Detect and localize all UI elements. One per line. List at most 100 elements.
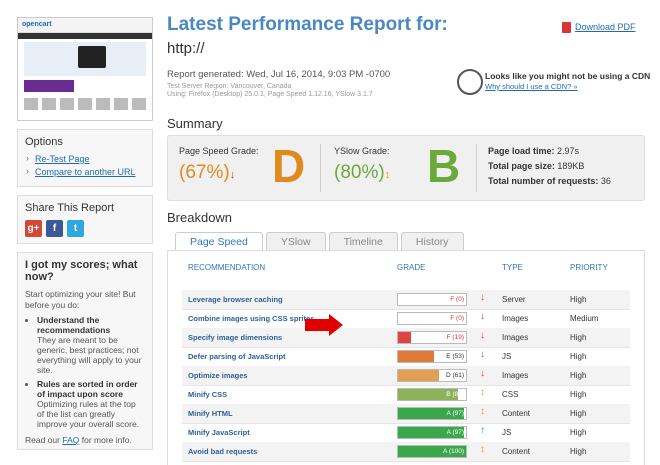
retest-link[interactable]: Re-Test Page: [25, 153, 145, 164]
recommendation-type: CSS: [502, 390, 519, 399]
options-title: Options: [25, 136, 63, 148]
pagespeed-label: Page Speed Grade:: [179, 146, 259, 156]
trend-down-icon: ↓: [480, 311, 485, 322]
trend-down-icon: ↓: [480, 330, 485, 341]
recommendation-type: JS: [502, 352, 512, 361]
grade-bar-fill: [398, 332, 411, 343]
summary-heading: Summary: [167, 116, 223, 131]
grade-bar: E (53): [397, 350, 467, 363]
bullet1-title: Understand the recommendations: [37, 315, 111, 335]
grade-bar-fill: [398, 408, 464, 419]
grade-bar: B (88): [397, 388, 467, 401]
cdn-title: Looks like you might not be using a CDN: [485, 71, 651, 81]
table-row[interactable]: Leverage browser caching F (0) ↓ Server High: [182, 290, 630, 310]
trend-down-icon: ↓: [480, 368, 485, 379]
options-box: Options Re-Test Page Compare to another …: [17, 129, 153, 187]
tab-timeline[interactable]: Timeline: [328, 232, 398, 250]
pagespeed-grade: D: [272, 140, 306, 192]
grade-bar: F (19): [397, 331, 467, 344]
faq-suffix: for more info.: [81, 435, 132, 445]
page-stats: Page load time: 2.97s Total page size: 1…: [488, 146, 611, 186]
grade-value: F (19): [446, 334, 464, 341]
table-row[interactable]: Minify HTML A (97) ↕ Content High: [182, 404, 630, 424]
cdn-link[interactable]: Why should I use a CDN? »: [485, 82, 578, 91]
facebook-icon[interactable]: f: [46, 220, 63, 237]
report-title: Latest Performance Report for:: [167, 14, 448, 35]
share-box: Share This Report g+ f t: [17, 195, 153, 244]
grade-bar: F (0): [397, 312, 467, 325]
bullet2-text: Optimizing rules at the top of the list …: [37, 399, 140, 429]
recommendation-priority: High: [570, 333, 587, 342]
recommendation-name[interactable]: Avoid bad requests: [188, 447, 258, 456]
share-title: Share This Report: [25, 202, 115, 214]
faq-prefix: Read our: [25, 435, 60, 445]
recommendation-priority: High: [570, 295, 587, 304]
grade-bar-fill: [398, 427, 464, 438]
pagespeed-percent: (67%): [179, 162, 230, 183]
grade-value: E (53): [446, 353, 464, 360]
twitter-icon[interactable]: t: [67, 220, 84, 237]
recommendation-name[interactable]: Minify HTML: [188, 409, 233, 418]
recommendation-type: Server: [502, 295, 526, 304]
globe-icon: [457, 69, 483, 95]
table-row[interactable]: Avoid bad requests A (100) ↕ Content High: [182, 442, 630, 462]
faq-link[interactable]: FAQ: [62, 435, 80, 445]
trend-neutral-icon: ↕: [384, 169, 391, 181]
bullet2-title: Rules are sorted in order of impact upon…: [37, 379, 138, 399]
table-row[interactable]: Minify CSS B (88) ↕ CSS High: [182, 385, 630, 405]
recommendation-name[interactable]: Leverage browser caching: [188, 295, 283, 304]
col-priority: PRIORITY: [570, 263, 608, 272]
report-url: http://: [167, 40, 205, 57]
recommendation-priority: High: [570, 371, 587, 380]
table-row[interactable]: Combine images using CSS sprites F (0) ↓ Im…: [182, 309, 630, 329]
trend-neutral-icon: ↕: [480, 387, 485, 398]
table-row[interactable]: Defer parsing of JavaScript E (53) ↓ JS High: [182, 347, 630, 367]
grade-value: D (61): [445, 372, 464, 379]
scores-title: I got my scores; what now?: [25, 259, 138, 283]
table-row[interactable]: Minify JavaScript A (97) ↑ JS High: [182, 423, 630, 443]
col-recommendation: RECOMMENDATION: [188, 263, 266, 272]
recommendation-type: Content: [502, 447, 531, 456]
trend-up-icon: ↑: [480, 425, 485, 436]
table-row[interactable]: Optimize images D (61) ↓ Images High: [182, 366, 630, 386]
grade-bar: A (97): [397, 407, 467, 420]
tab-yslow[interactable]: YSlow: [265, 232, 326, 250]
recommendation-type: Images: [502, 314, 529, 323]
breakdown-tabs: Page Speed YSlow Timeline History: [175, 232, 464, 251]
recommendation-type: Images: [502, 371, 529, 380]
recommendation-name[interactable]: Optimize images: [188, 371, 248, 380]
recommendation-priority: High: [570, 352, 587, 361]
page-thumbnail[interactable]: opencart: [17, 17, 153, 121]
test-using: Using: Firefox (Desktop) 25.0.1, Page Sp…: [167, 91, 373, 98]
grade-bar: A (97): [397, 426, 467, 439]
google-plus-icon[interactable]: g+: [25, 220, 42, 237]
yslow-grade: B: [427, 140, 461, 192]
test-region: Test Server Region: Vancouver, Canada: [167, 83, 292, 90]
grade-bar: A (100): [397, 445, 467, 458]
grade-bar-fill: [398, 351, 435, 362]
recommendation-name[interactable]: Specify image dimensions: [188, 333, 283, 342]
recommendation-name[interactable]: Combine images using CSS sprites: [188, 314, 315, 323]
summary-panel: Page Speed Grade: (67%)↓ D YSlow Grade: …: [167, 135, 645, 201]
yslow-percent: (80%): [334, 162, 385, 183]
compare-link[interactable]: Compare to another URL: [25, 166, 145, 177]
recommendation-name[interactable]: Defer parsing of JavaScript: [188, 352, 286, 361]
grade-bar: F (0): [397, 293, 467, 306]
col-grade: GRADE: [397, 263, 426, 272]
recommendation-type: Content: [502, 409, 531, 418]
bullet1-text: They are meant to be generic, best pract…: [37, 335, 142, 375]
recommendation-priority: High: [570, 447, 587, 456]
report-main: Latest Performance Report for: http:// D…: [167, 14, 651, 465]
recommendation-priority: High: [570, 409, 587, 418]
tab-history[interactable]: History: [400, 232, 464, 250]
recommendation-type: JS: [502, 428, 512, 437]
recommendation-name[interactable]: Minify CSS: [188, 390, 228, 399]
recommendation-name[interactable]: Minify JavaScript: [188, 428, 250, 437]
red-pointer-arrow-icon: [305, 314, 343, 336]
recommendation-priority: High: [570, 390, 587, 399]
trend-down-icon: ↓: [229, 169, 236, 181]
tab-page-speed[interactable]: Page Speed: [175, 232, 263, 251]
download-pdf-link[interactable]: Download PDF: [562, 22, 636, 33]
col-type: TYPE: [502, 263, 523, 272]
table-row[interactable]: Specify image dimensions F (19) ↓ Images Hig…: [182, 328, 630, 348]
